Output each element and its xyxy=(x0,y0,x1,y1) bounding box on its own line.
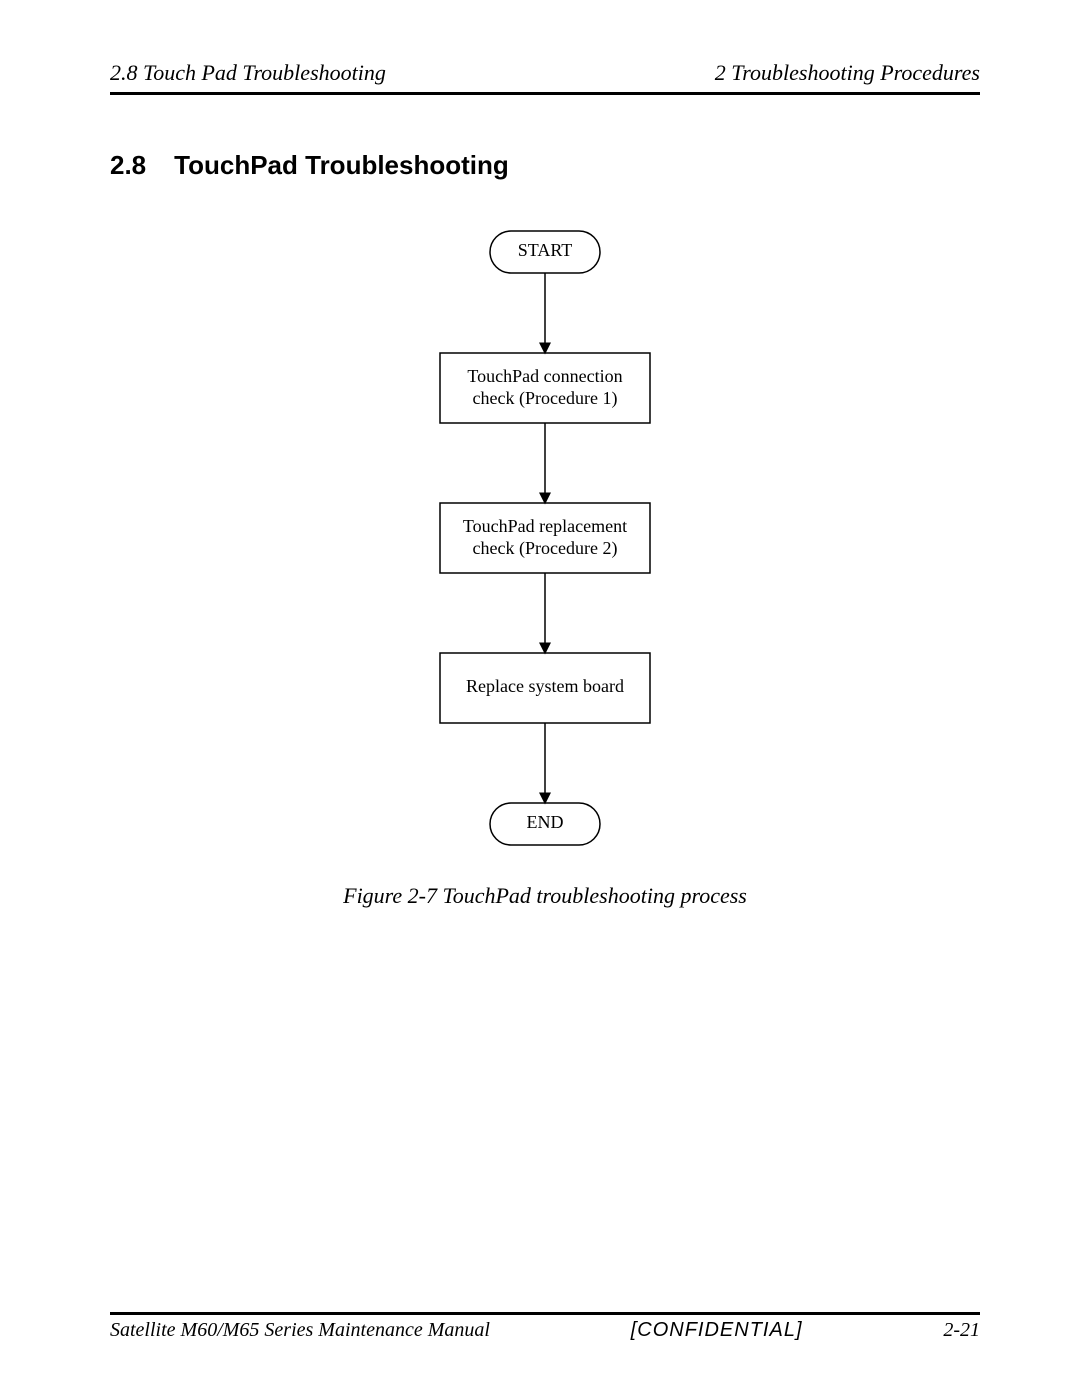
header-right: 2 Troubleshooting Procedures xyxy=(715,60,980,86)
page: 2.8 Touch Pad Troubleshooting 2 Troubles… xyxy=(0,0,1080,1397)
svg-text:Replace system board: Replace system board xyxy=(466,676,624,696)
svg-text:TouchPad replacement: TouchPad replacement xyxy=(463,516,627,536)
flowchart-svg: STARTTouchPad connectioncheck (Procedure… xyxy=(345,221,745,855)
svg-text:START: START xyxy=(518,240,572,260)
svg-text:check (Procedure 1): check (Procedure 1) xyxy=(473,388,618,409)
footer-rule xyxy=(110,1312,980,1315)
flowchart-container: STARTTouchPad connectioncheck (Procedure… xyxy=(110,221,980,855)
section-title-text: TouchPad Troubleshooting xyxy=(174,150,509,180)
svg-text:END: END xyxy=(527,812,564,832)
svg-text:check (Procedure 2): check (Procedure 2) xyxy=(473,538,618,559)
header-rule xyxy=(110,92,980,95)
section-heading: 2.8 TouchPad Troubleshooting xyxy=(110,150,980,181)
footer-row: Satellite M60/M65 Series Maintenance Man… xyxy=(110,1319,980,1342)
figure-caption: Figure 2-7 TouchPad troubleshooting proc… xyxy=(110,883,980,909)
section-number: 2.8 xyxy=(110,150,146,181)
svg-text:TouchPad connection: TouchPad connection xyxy=(467,366,622,386)
footer-right: 2-21 xyxy=(943,1319,980,1342)
page-footer: Satellite M60/M65 Series Maintenance Man… xyxy=(110,1310,980,1342)
page-header: 2.8 Touch Pad Troubleshooting 2 Troubles… xyxy=(110,60,980,90)
footer-left: Satellite M60/M65 Series Maintenance Man… xyxy=(110,1319,490,1342)
header-left: 2.8 Touch Pad Troubleshooting xyxy=(110,60,386,86)
footer-center: [CONFIDENTIAL] xyxy=(631,1319,803,1342)
